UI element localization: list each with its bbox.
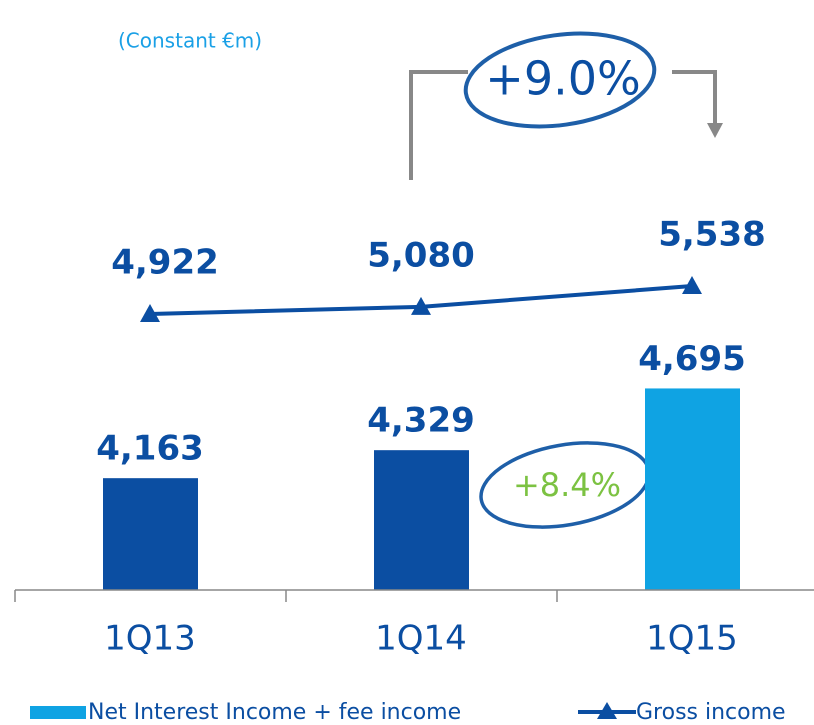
data-label: 4,922 <box>111 243 219 283</box>
data-label: 5,080 <box>367 235 475 275</box>
bar <box>103 478 198 590</box>
annotation: +8.4% <box>513 466 621 504</box>
legend-label: Net Interest Income + fee income <box>88 700 461 725</box>
bar <box>374 450 469 590</box>
marker <box>411 296 431 315</box>
bar <box>645 388 740 590</box>
subtitle: (Constant €m) <box>118 29 262 53</box>
bracket <box>672 70 717 125</box>
legend-swatch <box>30 706 86 719</box>
x-tick-label: 1Q14 <box>375 619 467 659</box>
marker <box>140 304 160 323</box>
data-label: 4,329 <box>367 401 475 441</box>
legend-marker <box>597 702 617 719</box>
marker <box>682 276 702 295</box>
annotation: +9.0% <box>485 52 640 106</box>
bracket <box>409 70 468 180</box>
data-label: 4,695 <box>638 339 746 379</box>
data-label: 5,538 <box>658 215 766 255</box>
circle-highlight <box>463 31 657 129</box>
arrow-head <box>707 123 723 138</box>
x-tick-label: 1Q15 <box>646 619 738 659</box>
data-label: 4,163 <box>96 429 204 469</box>
x-tick-label: 1Q13 <box>104 619 196 659</box>
legend-label: Gross income <box>636 700 786 725</box>
